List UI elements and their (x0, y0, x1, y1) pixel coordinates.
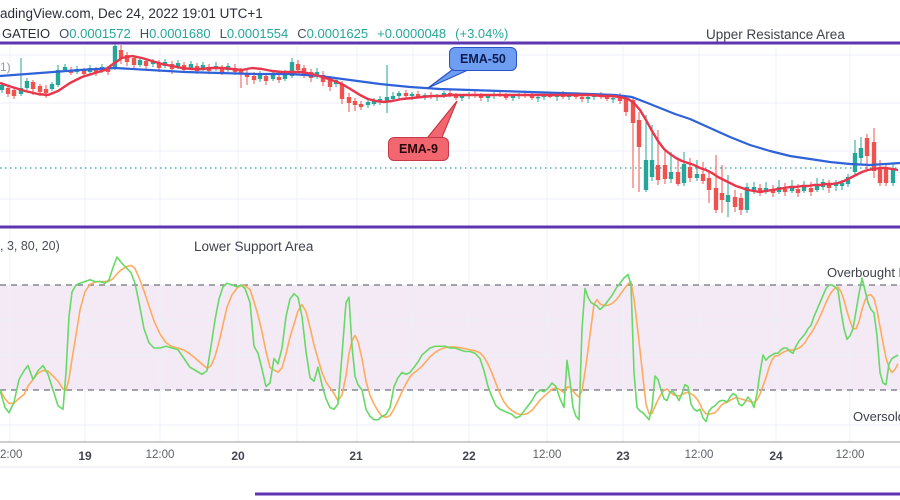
time-axis-label: 12:00 (835, 449, 865, 461)
time-axis-label: 12:00 (145, 449, 175, 461)
ema9-callout[interactable]: EMA-9 (388, 137, 449, 162)
ema9-line[interactable] (0, 54, 899, 194)
time-axis-label: 24 (769, 449, 783, 463)
time-axis-label: 21 (349, 449, 363, 463)
oversold-label[interactable]: Oversold (853, 409, 900, 424)
ohlc-high: H0.0001680 (139, 26, 211, 41)
time-axis-label: 22 (462, 449, 476, 463)
ema9-callout-tail (422, 100, 458, 143)
ema50-line[interactable] (0, 66, 900, 167)
stochastic-params-fragment: , 3, 80, 20) (0, 239, 60, 253)
time-axis-label: 12:00 (0, 449, 23, 461)
price-change-percent: (+3.04%) (455, 26, 509, 41)
legend-fragment: 1) (0, 60, 11, 74)
time-axis-label: 12:00 (532, 449, 562, 461)
ema50-callout[interactable]: EMA-50 (449, 47, 517, 72)
price-change: +0.0000048 (377, 26, 447, 41)
overbought-label[interactable]: Overbought P (827, 265, 900, 280)
time-axis-label: 23 (616, 449, 630, 463)
time-axis-label: 19 (78, 449, 92, 463)
stochastic-k-line[interactable] (0, 256, 899, 423)
upper-resistance-label[interactable]: Upper Resistance Area (706, 27, 845, 42)
ohlc-low: L0.0001554 (219, 26, 289, 41)
stochastic-band (0, 285, 900, 390)
chart-timestamp-title: adingView.com, Dec 24, 2022 19:01 UTC+1 (0, 6, 263, 21)
ohlc-close: C0.0001625 (297, 26, 369, 41)
symbol-ohlc-bar: GATEIO O0.0001572 H0.0001680 L0.0001554 … (2, 26, 508, 41)
lower-support-label[interactable]: Lower Support Area (194, 239, 314, 254)
ohlc-open: O0.0001572 (59, 26, 131, 41)
time-axis-label: 20 (231, 449, 245, 463)
ema50-callout-tail (427, 69, 469, 89)
exchange-label: GATEIO (2, 26, 51, 41)
time-axis-label: 12:00 (684, 449, 714, 461)
